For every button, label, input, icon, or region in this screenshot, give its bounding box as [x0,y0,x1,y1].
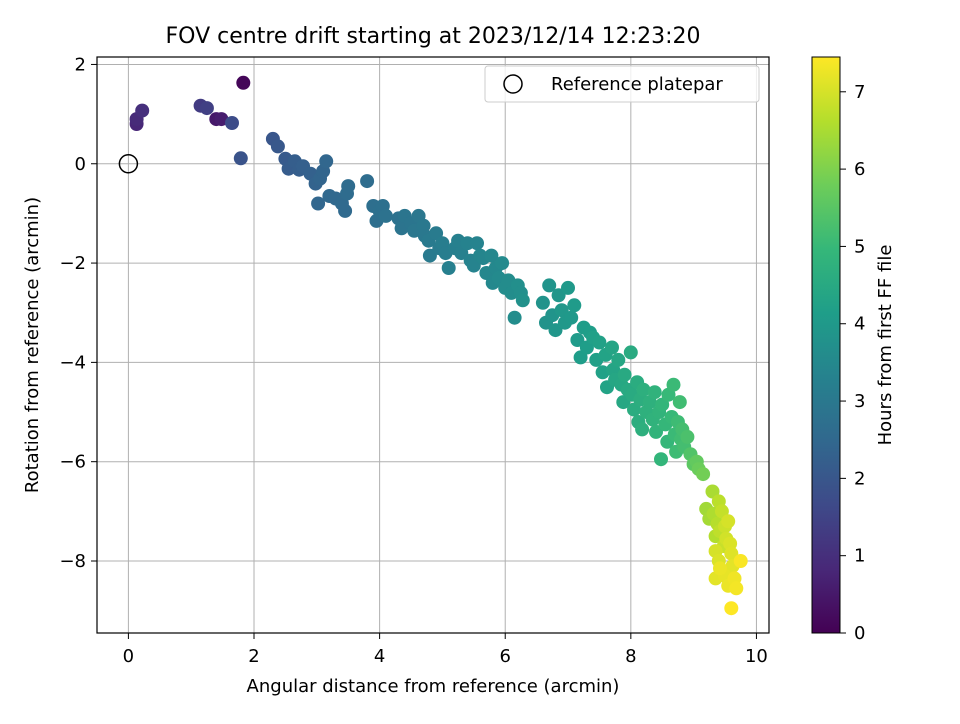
data-point [611,352,626,367]
colorbar-tick-label: 2 [854,468,865,489]
data-point [561,280,575,295]
data-point [311,196,326,211]
y-axis-label: Rotation from reference (arcmin) [22,197,43,493]
data-point [721,514,736,529]
y-axis-ticks: −8 −6 −4 −2 0 2 [59,54,97,572]
data-point [672,395,687,410]
data-point [551,288,566,303]
y-tick-label: −4 [59,352,86,373]
data-point [535,295,550,310]
colorbar-tick-label: 4 [854,314,865,335]
colorbar-tick-label: 1 [854,546,865,567]
data-point [636,382,651,397]
data-point [236,75,251,90]
data-point [627,402,641,417]
data-point [623,345,638,360]
data-point [605,340,619,355]
reference-marker [118,154,139,174]
data-point [724,601,739,616]
data-point [470,236,484,251]
data-point [495,256,510,271]
y-tick-label: 0 [75,154,86,175]
data-point [515,293,530,308]
data-point [617,367,632,382]
chart-title: FOV centre drift starting at 2023/12/14 … [166,24,701,49]
data-point [570,333,585,347]
x-tick-label: 0 [123,646,134,667]
data-point [341,179,356,194]
data-point [233,151,248,166]
data-point [649,424,663,439]
data-point [338,203,353,218]
data-point [270,139,285,154]
data-point [595,365,610,380]
data-point [360,174,375,189]
data-point [225,116,239,130]
data-point [666,377,681,392]
data-point [724,546,739,561]
data-point [319,154,334,169]
y-tick-label: 2 [75,54,86,75]
data-point [484,248,499,263]
data-point [647,385,662,400]
colorbar-tick-label: 7 [854,82,865,103]
data-point [733,554,748,568]
colorbar-tick-label: 3 [854,391,865,412]
colorbar-ticks: 0 1 2 3 4 5 6 7 [840,82,865,644]
data-point [713,561,727,576]
data-point [199,101,214,116]
data-point [441,261,456,275]
legend-box [484,65,760,103]
data-point [548,323,563,338]
legend-label: Reference platepar [551,74,723,95]
data-point [729,581,744,596]
x-axis-ticks: 0 2 4 6 8 10 [123,633,768,667]
colorbar-tick-label: 6 [854,159,865,180]
x-tick-label: 6 [499,646,510,667]
legend-marker-icon [503,74,523,94]
data-point [135,103,150,118]
x-tick-label: 4 [374,646,385,667]
data-point [564,310,579,325]
data-point [635,422,650,437]
y-tick-label: −2 [59,253,86,274]
data-point [422,248,437,263]
x-tick-label: 8 [625,646,636,667]
y-tick-label: −8 [59,551,86,572]
data-point [654,452,668,467]
colorbar-tick-label: 0 [854,623,865,644]
data-point [214,112,229,127]
data-point [507,310,522,325]
plot-frame [96,56,770,634]
data-point [696,467,711,482]
data-point [466,258,481,273]
data-point [378,208,393,223]
data-point [567,298,582,313]
colorbar [811,56,841,634]
colorbar-label: Hours from first FF file [875,245,896,446]
data-point [592,335,607,350]
data-point [542,278,557,293]
data-point [554,303,569,318]
data-point [680,429,695,444]
colorbar-tick-label: 5 [854,236,865,257]
x-tick-label: 2 [248,646,259,667]
legend: Reference platepar [484,65,760,103]
data-point [714,504,729,519]
data-points [129,75,748,616]
grid [97,57,769,633]
x-tick-label: 10 [745,646,768,667]
x-axis-label: Angular distance from reference (arcmin) [247,676,620,697]
y-tick-label: −6 [59,452,86,473]
